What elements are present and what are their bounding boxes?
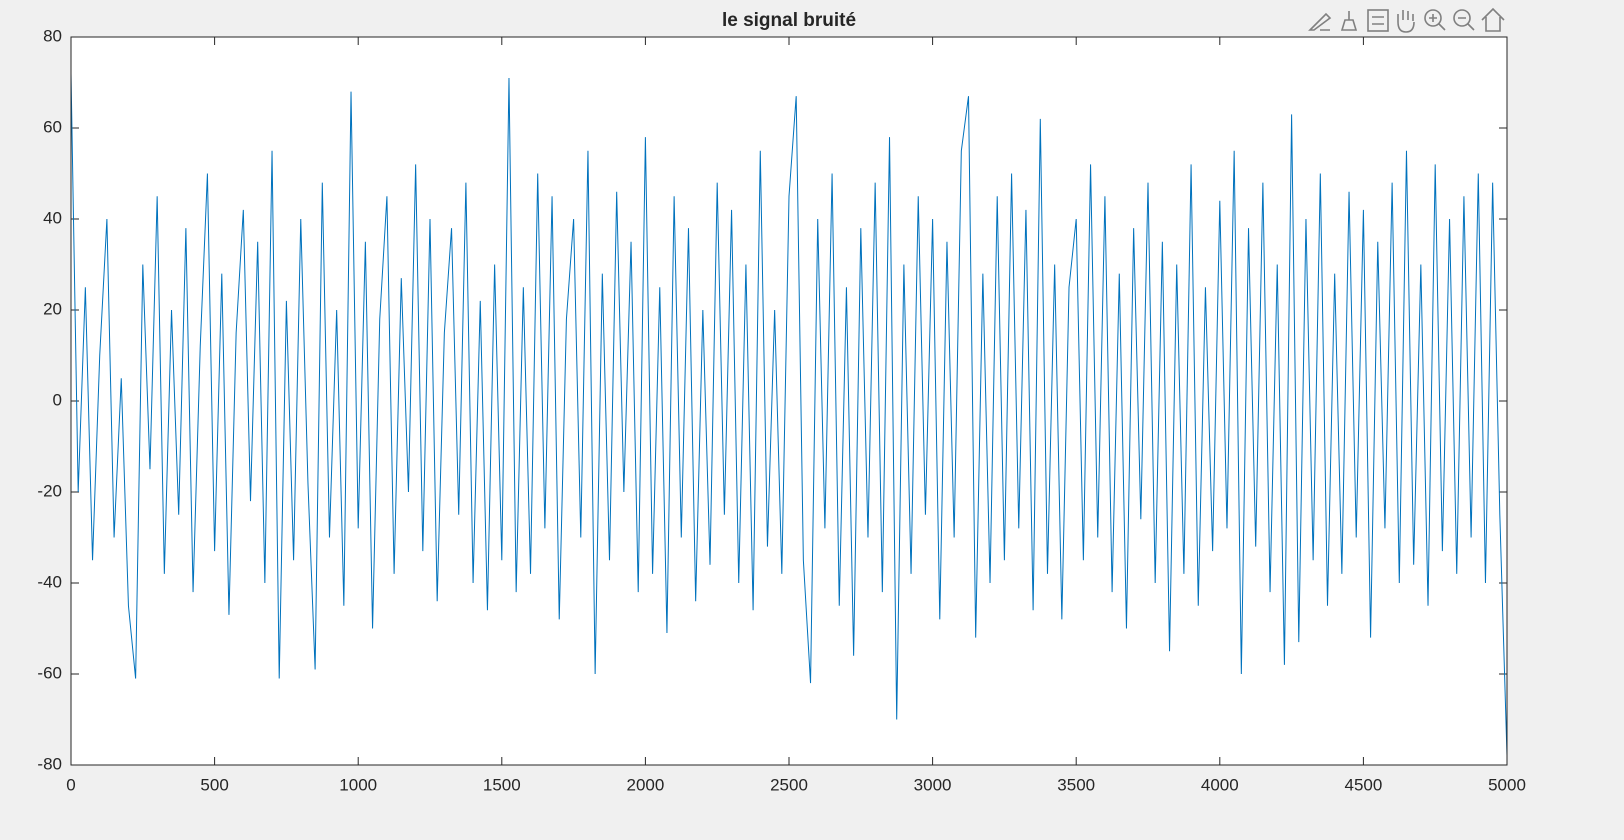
y-tick-label: 20 [43, 299, 62, 318]
home-tool[interactable] [1481, 7, 1505, 32]
brush-tool[interactable] [1340, 11, 1358, 31]
y-tick-label: -40 [37, 572, 62, 591]
x-tick-label: 4000 [1201, 775, 1239, 794]
x-tick-label: 3000 [914, 775, 952, 794]
pan-tool[interactable] [1397, 10, 1415, 33]
y-tick-label: 80 [43, 26, 62, 45]
y-tick-label: -80 [37, 754, 62, 773]
legend-tool[interactable] [1367, 9, 1389, 32]
x-tick-label: 5000 [1488, 775, 1526, 794]
zoom-in-tool[interactable] [1424, 9, 1446, 31]
plot-area [71, 37, 1507, 765]
edit-tool[interactable] [1308, 12, 1332, 31]
zoom-out-tool[interactable] [1453, 9, 1475, 31]
toolbar [1308, 7, 1505, 33]
y-tick-label: -60 [37, 663, 62, 682]
x-tick-label: 2500 [770, 775, 808, 794]
y-tick-label: -20 [37, 481, 62, 500]
x-tick-label: 2000 [626, 775, 664, 794]
y-tick-label: 0 [53, 390, 62, 409]
x-tick-label: 1500 [483, 775, 521, 794]
chart-title: le signal bruité [722, 10, 856, 31]
x-tick-label: 4500 [1344, 775, 1382, 794]
x-tick-label: 500 [200, 775, 228, 794]
axes-box [70, 36, 1508, 766]
x-tick-label: 1000 [339, 775, 377, 794]
signal-line [70, 73, 1508, 756]
x-tick-label: 3500 [1057, 775, 1095, 794]
x-tick-label: 0 [66, 775, 75, 794]
y-tick-label: 40 [43, 208, 62, 227]
y-tick-label: 60 [43, 117, 62, 136]
